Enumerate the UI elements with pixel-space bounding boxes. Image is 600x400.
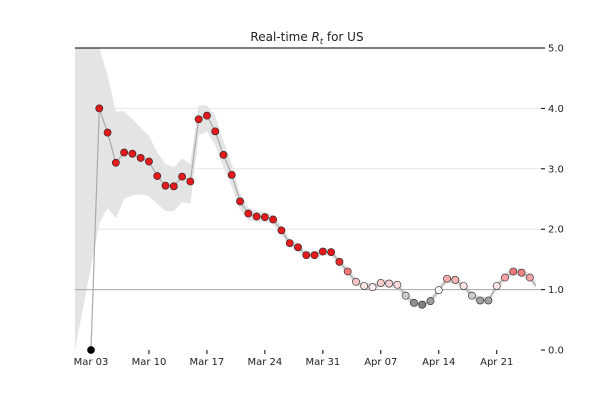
title-prefix: Real-time (250, 30, 311, 44)
data-point (227, 170, 236, 179)
data-point (418, 300, 427, 309)
data-point (410, 298, 418, 307)
data-point (318, 247, 327, 256)
data-point (343, 267, 352, 276)
data-point (103, 128, 112, 137)
data-point (277, 226, 286, 235)
y-tick-label: 5.0 (548, 44, 564, 55)
data-point (260, 213, 269, 222)
data-point (252, 212, 261, 221)
title-symbol: R (312, 30, 320, 44)
data-point (194, 115, 203, 124)
y-tick-label: 3.0 (548, 164, 564, 175)
credible-interval-band (75, 48, 536, 350)
data-point (95, 104, 104, 113)
data-point (310, 251, 319, 260)
data-point (153, 172, 162, 180)
data-point (145, 157, 153, 166)
data-point (376, 279, 385, 287)
data-point (285, 239, 294, 247)
data-point (111, 158, 120, 167)
title-subscript: t (320, 37, 324, 46)
x-tick-label: Mar 10 (132, 357, 167, 368)
data-point (161, 181, 170, 190)
data-point (484, 296, 493, 305)
data-point (269, 215, 278, 224)
data-point (327, 248, 336, 257)
data-point (368, 283, 377, 292)
x-tick-label: Mar 31 (305, 357, 340, 368)
data-point (219, 151, 228, 159)
data-point (302, 251, 311, 260)
data-point (120, 148, 129, 157)
data-point (178, 172, 186, 181)
data-point (401, 291, 410, 300)
data-point (426, 297, 435, 305)
data-point (492, 282, 501, 290)
x-tick-label: Apr 07 (364, 357, 397, 368)
title-suffix: for US (323, 30, 364, 44)
y-tick-label: 0.0 (548, 346, 564, 357)
data-point (443, 274, 451, 283)
data-point (186, 177, 195, 186)
chart-title: Real-time Rt for US (250, 30, 363, 46)
x-tick-label: Apr 21 (480, 357, 513, 368)
data-point (236, 197, 244, 206)
data-point (459, 282, 468, 290)
data-point (352, 277, 360, 286)
data-point (136, 154, 145, 162)
x-tick-label: Apr 14 (422, 357, 455, 368)
data-point (509, 267, 518, 276)
data-point (169, 182, 178, 191)
data-point (434, 286, 443, 295)
x-tick-label: Mar 24 (247, 357, 282, 368)
data-point (203, 111, 211, 120)
data-point (385, 279, 393, 288)
data-point (335, 257, 344, 266)
data-point (244, 209, 253, 218)
data-point (517, 268, 526, 277)
y-tick-label: 2.0 (548, 225, 564, 236)
data-point (393, 280, 402, 289)
data-point (451, 276, 460, 284)
x-tick-label: Mar 17 (190, 357, 225, 368)
y-tick-label: 4.0 (548, 104, 564, 115)
data-point (128, 149, 137, 158)
data-point (467, 291, 476, 300)
data-point (211, 127, 220, 136)
data-point (525, 273, 534, 282)
data-point (476, 296, 485, 305)
data-point (360, 282, 369, 290)
data-point (501, 273, 509, 282)
y-tick-label: 1.0 (548, 285, 564, 296)
x-tick-label: Mar 03 (74, 357, 109, 368)
data-point (294, 243, 302, 252)
